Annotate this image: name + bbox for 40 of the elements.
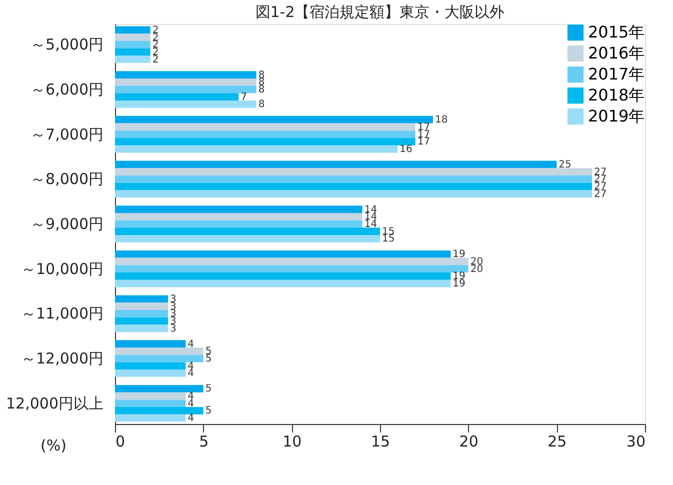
x-tick-label: 10 [282, 432, 302, 450]
y-tick-label: ～10,000円 [21, 260, 104, 278]
x-tick-label: 20 [459, 432, 478, 450]
legend-label: 2015年 [588, 22, 645, 42]
data-label: 4 [188, 398, 194, 410]
data-label: 5 [205, 384, 212, 395]
data-label: 5 [205, 406, 212, 417]
data-label: 19 [452, 249, 466, 260]
data-label: 4 [188, 413, 194, 424]
data-label: 16 [400, 144, 412, 156]
y-tick-label: ～6,000円 [30, 80, 104, 98]
data-label: 8 [258, 84, 265, 96]
data-label: 3 [170, 323, 176, 334]
legend-label: 2016年 [588, 44, 645, 62]
data-label: 5 [205, 354, 212, 365]
y-tick-label: ～12,000円 [21, 350, 104, 368]
data-label: 7 [240, 92, 248, 103]
x-tick-label: 25 [548, 432, 567, 450]
x-tick-label: 15 [370, 432, 390, 450]
data-label: 25 [558, 159, 572, 170]
data-label: 4 [188, 338, 194, 350]
x-tick-label: 30 [626, 432, 646, 450]
data-label: 20 [470, 264, 484, 275]
data-label: 4 [188, 368, 194, 380]
y-tick-label: ～5,000円 [30, 36, 104, 54]
y-tick-label: 12,000円以上 [6, 394, 104, 412]
legend-label: 2018年 [588, 86, 645, 104]
data-label: 8 [258, 99, 265, 110]
y-tick-label: ～8,000円 [30, 170, 104, 188]
data-label: 18 [435, 114, 448, 126]
legend-label: 2019年 [588, 106, 645, 126]
data-label: 2 [152, 54, 159, 66]
x-tick-label: 0 [116, 432, 126, 450]
legend-label: 2017年 [588, 64, 645, 84]
y-tick-label: ～11,000円 [21, 304, 104, 323]
x-axis-title: (%) [40, 436, 66, 454]
x-tick-label: 5 [199, 432, 209, 450]
chart-title: 図1-2【宿泊規定額】東京・大阪以外 [255, 3, 505, 21]
y-tick-label: ～7,000円 [30, 125, 104, 144]
y-tick-label: ～9,000円 [30, 215, 104, 233]
